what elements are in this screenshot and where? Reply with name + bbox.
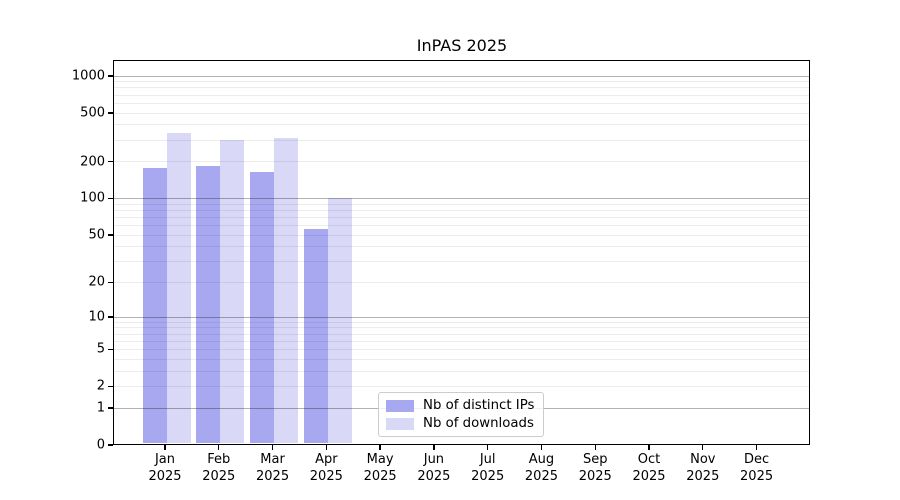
gridline-major-10 xyxy=(114,316,809,318)
y-tick-label: 50 xyxy=(88,227,105,243)
x-tick-label-jul: Jul 2025 xyxy=(471,452,505,484)
x-tick-label-aug: Aug 2025 xyxy=(524,452,558,484)
bar-downloads-jan xyxy=(166,132,191,444)
x-tick-label-nov: Nov 2025 xyxy=(686,452,720,484)
x-tick-mark xyxy=(486,445,489,450)
y-tick-mark xyxy=(108,407,113,409)
y-tick-mark xyxy=(108,385,113,387)
gridline-minor-300 xyxy=(114,139,809,141)
y-tick-label: 20 xyxy=(88,274,105,290)
x-tick-mark xyxy=(325,445,328,450)
y-tick-label: 1 xyxy=(96,400,105,416)
legend-label: Nb of distinct IPs xyxy=(423,398,535,413)
x-tick-label-dec: Dec 2025 xyxy=(740,452,774,484)
x-tick-mark xyxy=(755,445,758,450)
bar-downloads-feb xyxy=(220,139,245,444)
y-tick-mark xyxy=(108,75,113,77)
x-tick-mark xyxy=(594,445,596,450)
gridline-minor-20 xyxy=(114,281,809,283)
y-tick-mark xyxy=(108,316,113,318)
gridline-minor-8 xyxy=(114,327,809,329)
y-tick-mark xyxy=(108,161,113,163)
y-tick-mark xyxy=(108,197,113,200)
gridline-minor-4 xyxy=(114,358,809,360)
y-tick-label: 2 xyxy=(96,378,105,394)
y-tick-label: 500 xyxy=(80,105,105,121)
x-tick-mark xyxy=(164,445,166,450)
x-tick-label-feb: Feb 2025 xyxy=(202,452,236,484)
gridline-minor-200 xyxy=(114,161,809,163)
x-tick-label-may: May 2025 xyxy=(363,452,397,484)
bar-downloads-mar xyxy=(274,138,299,444)
chart-title: InPAS 2025 xyxy=(416,36,508,55)
plot-canvas xyxy=(114,61,809,444)
bar-ips-apr xyxy=(303,228,328,444)
x-tick-label-apr: Apr 2025 xyxy=(309,452,343,484)
x-tick-label-jan: Jan 2025 xyxy=(148,452,182,484)
gridline-minor-9 xyxy=(114,321,809,323)
bar-downloads-apr xyxy=(327,198,352,444)
bar-ips-jan xyxy=(142,167,167,444)
gridline-minor-500 xyxy=(114,112,809,114)
x-tick-mark xyxy=(271,445,274,450)
legend-label: Nb of downloads xyxy=(423,416,534,431)
gridline-major-100 xyxy=(114,198,809,200)
y-tick-mark xyxy=(108,281,113,284)
legend: Nb of distinct IPs Nb of downloads xyxy=(378,392,544,437)
y-tick-label: 200 xyxy=(80,154,105,170)
gridline-minor-40 xyxy=(114,246,809,248)
y-tick-mark xyxy=(108,234,113,236)
gridline-minor-800 xyxy=(114,87,809,89)
legend-item: Nb of downloads xyxy=(386,416,535,432)
legend-item: Nb of distinct IPs xyxy=(386,398,535,414)
y-tick-label: 10 xyxy=(88,309,105,325)
legend-swatch-icon xyxy=(386,418,414,430)
x-tick-mark xyxy=(540,445,543,450)
gridline-minor-5 xyxy=(114,348,809,350)
x-tick-label-sep: Sep 2025 xyxy=(578,452,612,484)
gridline-minor-400 xyxy=(114,124,809,126)
x-tick-label-oct: Oct 2025 xyxy=(632,452,666,484)
y-tick-label: 5 xyxy=(96,341,105,357)
gridline-major-1000 xyxy=(114,75,809,77)
gridline-minor-80 xyxy=(114,209,809,211)
x-tick-mark xyxy=(218,445,220,450)
gridline-minor-50 xyxy=(114,234,809,236)
x-tick-mark xyxy=(648,445,650,450)
y-tick-mark xyxy=(108,444,113,446)
y-tick-mark xyxy=(108,112,113,114)
bar-ips-mar xyxy=(250,171,275,444)
gridline-minor-700 xyxy=(114,94,809,96)
plot-area xyxy=(113,60,810,445)
y-tick-mark xyxy=(108,348,113,350)
gridline-minor-900 xyxy=(114,81,809,83)
gridline-minor-70 xyxy=(114,216,809,218)
x-tick-label-mar: Mar 2025 xyxy=(256,452,290,484)
gridline-minor-600 xyxy=(114,102,809,104)
x-tick-mark xyxy=(702,445,704,450)
gridline-minor-90 xyxy=(114,203,809,205)
y-tick-label: 0 xyxy=(96,437,105,453)
y-tick-label: 1000 xyxy=(71,68,105,84)
bar-ips-feb xyxy=(196,166,221,444)
y-tick-label: 100 xyxy=(80,190,105,206)
x-tick-mark xyxy=(379,445,381,450)
gridline-minor-6 xyxy=(114,340,809,342)
gridline-minor-60 xyxy=(114,225,809,226)
gridline-minor-2 xyxy=(114,385,809,387)
x-tick-mark xyxy=(433,445,435,450)
gridline-minor-7 xyxy=(114,333,809,335)
legend-swatch-icon xyxy=(386,400,414,412)
gridline-minor-3 xyxy=(114,370,809,372)
gridline-minor-30 xyxy=(114,261,809,263)
x-tick-label-jun: Jun 2025 xyxy=(417,452,451,484)
